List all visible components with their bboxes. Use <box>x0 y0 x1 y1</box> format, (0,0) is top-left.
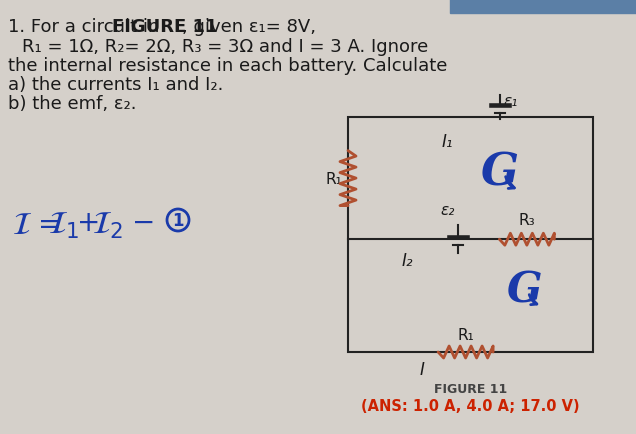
Text: ε₁: ε₁ <box>504 94 518 109</box>
Text: $\mathcal{I}$: $\mathcal{I}$ <box>12 210 32 240</box>
Text: $=$: $=$ <box>32 210 60 237</box>
Text: $-$: $-$ <box>122 210 154 237</box>
Text: $\mathcal{I}_1$: $\mathcal{I}_1$ <box>48 210 80 240</box>
Text: FIGURE 11: FIGURE 11 <box>434 382 507 395</box>
Text: G: G <box>481 151 519 194</box>
Text: the internal resistance in each battery. Calculate: the internal resistance in each battery.… <box>8 57 447 75</box>
Text: a) the currents I₁ and I₂.: a) the currents I₁ and I₂. <box>8 76 223 94</box>
Text: I: I <box>419 360 424 378</box>
Text: b) the emf, ε₂.: b) the emf, ε₂. <box>8 95 137 113</box>
Text: ε₂: ε₂ <box>441 203 455 218</box>
Text: (ANS: 1.0 A, 4.0 A; 17.0 V): (ANS: 1.0 A, 4.0 A; 17.0 V) <box>361 398 580 413</box>
Text: 1. For a circuit in: 1. For a circuit in <box>8 18 165 36</box>
Text: R₁: R₁ <box>325 171 342 186</box>
Text: R₁: R₁ <box>457 327 474 342</box>
Text: R₁ = 1Ω, R₂= 2Ω, R₃ = 3Ω and I = 3 A. Ignore: R₁ = 1Ω, R₂= 2Ω, R₃ = 3Ω and I = 3 A. Ig… <box>22 38 428 56</box>
Text: $+$: $+$ <box>76 210 99 237</box>
Text: G: G <box>507 270 542 311</box>
Text: 1: 1 <box>172 211 184 230</box>
Text: I₁: I₁ <box>441 133 453 151</box>
Bar <box>450 0 636 14</box>
Text: R₃: R₃ <box>518 213 535 228</box>
Text: , given ε₁= 8V,: , given ε₁= 8V, <box>182 18 316 36</box>
Text: FIGURE 11: FIGURE 11 <box>112 18 218 36</box>
Bar <box>348 118 593 352</box>
Text: I₂: I₂ <box>402 252 413 270</box>
Text: $\mathcal{I}_2$: $\mathcal{I}_2$ <box>92 210 123 240</box>
